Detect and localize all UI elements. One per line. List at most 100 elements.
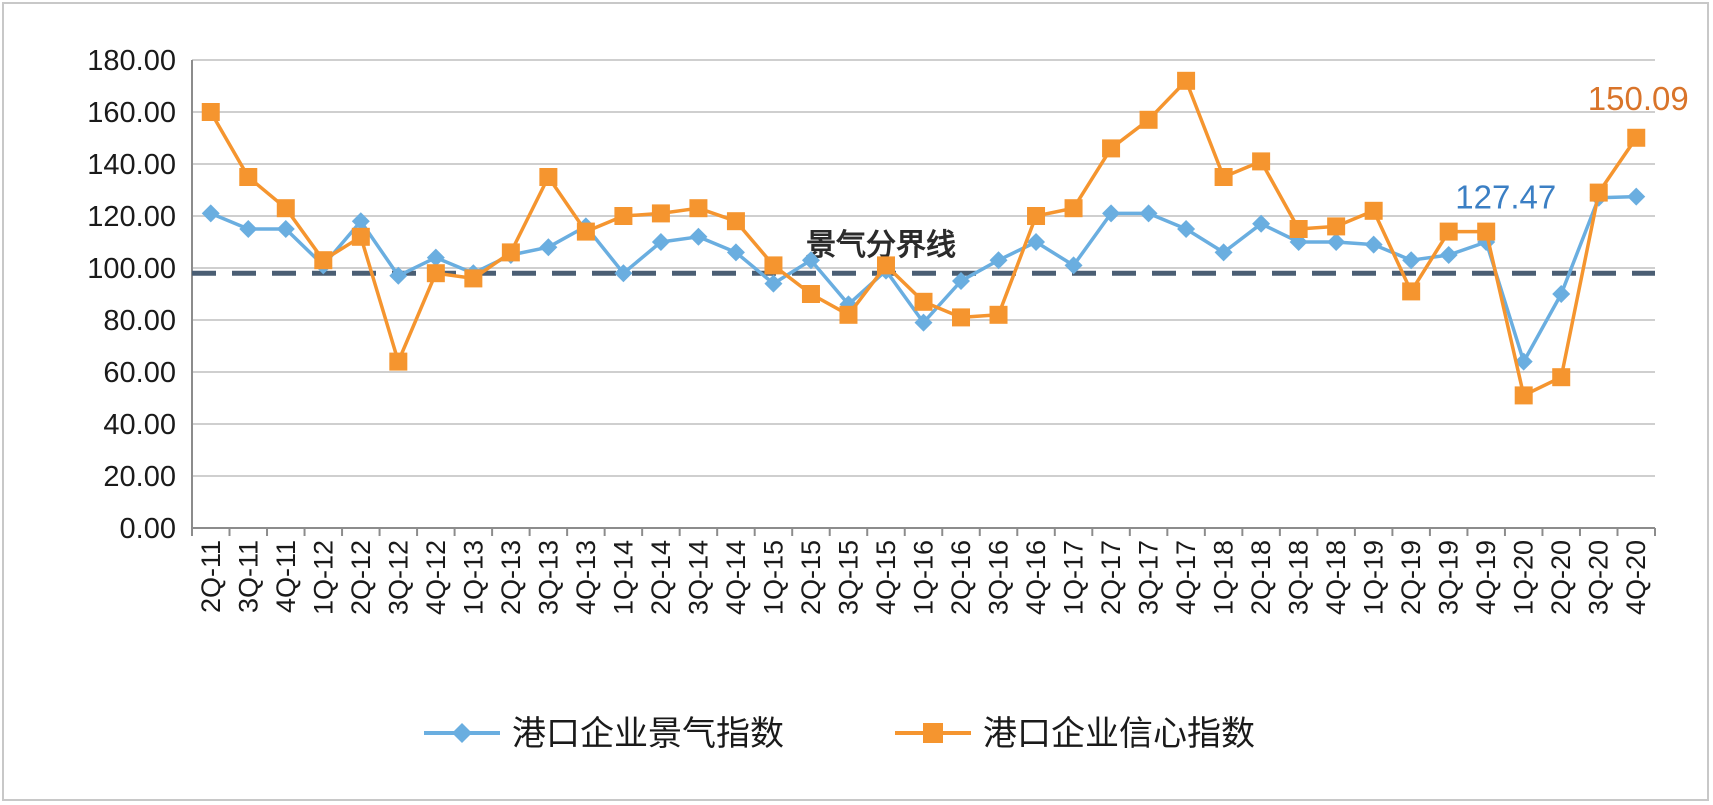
data-point-square — [726, 212, 745, 231]
data-point-diamond — [1214, 243, 1233, 262]
y-tick-label: 160.00 — [87, 97, 176, 129]
data-point-square — [1139, 110, 1158, 129]
data-point-square — [1477, 222, 1496, 241]
data-point-diamond — [1177, 220, 1196, 238]
data-point-diamond — [276, 220, 295, 238]
data-point-square — [1364, 201, 1383, 220]
data-point-diamond — [201, 204, 220, 223]
x-tick-label: 1Q-14 — [608, 540, 638, 615]
data-point-square — [651, 204, 670, 223]
x-tick-label: 2Q-14 — [646, 540, 676, 615]
x-tick-label: 2Q-19 — [1396, 540, 1426, 615]
x-tick-label: 1Q-17 — [1059, 540, 1089, 615]
data-point-diamond — [1402, 251, 1421, 270]
x-tick-label: 4Q-17 — [1171, 540, 1201, 615]
x-tick-label: 4Q-15 — [871, 540, 901, 615]
data-point-diamond — [1364, 235, 1383, 254]
x-tick-label: 4Q-16 — [1021, 540, 1051, 615]
data-label: 150.09 — [1588, 80, 1689, 117]
data-point-square — [1589, 183, 1608, 202]
data-point-square — [1177, 71, 1196, 90]
data-point-square — [426, 264, 445, 283]
data-point-square — [1214, 168, 1233, 186]
data-point-square — [801, 285, 820, 303]
legend-marker-square — [923, 723, 943, 743]
data-point-square — [1027, 207, 1046, 225]
x-tick-label: 4Q-14 — [721, 540, 751, 615]
data-point-square — [1102, 139, 1121, 158]
data-point-diamond — [1514, 352, 1533, 371]
legend-label: 港口企业信心指数 — [983, 714, 1255, 754]
x-tick-label: 3Q-14 — [683, 540, 713, 615]
x-tick-label: 4Q-12 — [421, 540, 451, 615]
data-point-diamond — [764, 274, 783, 293]
x-tick-label: 1Q-12 — [308, 540, 338, 615]
x-tick-label: 2Q-17 — [1096, 540, 1126, 615]
data-point-square — [1439, 222, 1458, 241]
x-tick-label: 3Q-15 — [833, 540, 863, 615]
x-tick-label: 3Q-17 — [1134, 540, 1164, 615]
data-point-diamond — [539, 238, 558, 257]
x-tick-label: 1Q-19 — [1359, 540, 1389, 615]
x-tick-label: 1Q-18 — [1209, 540, 1239, 615]
data-point-square — [914, 292, 933, 311]
x-tick-label: 4Q-19 — [1471, 540, 1501, 615]
y-tick-label: 140.00 — [87, 149, 176, 181]
data-point-square — [464, 269, 483, 288]
data-point-square — [839, 305, 858, 324]
x-tick-label: 3Q-18 — [1284, 540, 1314, 615]
data-point-diamond — [1627, 187, 1646, 206]
x-tick-label: 4Q-18 — [1321, 540, 1351, 615]
x-tick-label: 1Q-13 — [458, 540, 488, 615]
data-point-square — [1402, 282, 1421, 301]
x-tick-label: 2Q-16 — [946, 540, 976, 615]
y-tick-label: 80.00 — [103, 305, 176, 337]
data-point-diamond — [1064, 256, 1083, 275]
data-point-square — [389, 352, 408, 371]
data-point-diamond — [389, 266, 408, 285]
data-point-square — [1064, 199, 1083, 218]
x-tick-label: 4Q-13 — [571, 540, 601, 615]
x-tick-label: 3Q-11 — [233, 540, 263, 613]
x-tick-label: 3Q-13 — [533, 540, 563, 615]
x-tick-label: 4Q-20 — [1621, 540, 1651, 615]
data-point-square — [1514, 386, 1533, 405]
data-point-diamond — [1102, 204, 1121, 223]
x-tick-label: 2Q-13 — [496, 540, 526, 615]
y-tick-label: 180.00 — [87, 45, 176, 77]
data-label: 127.47 — [1455, 179, 1556, 216]
x-tick-label: 2Q-20 — [1546, 540, 1576, 615]
data-point-square — [989, 305, 1008, 324]
data-point-diamond — [1327, 233, 1346, 251]
x-tick-label: 2Q-18 — [1246, 540, 1276, 615]
data-point-square — [1252, 152, 1271, 171]
data-point-square — [1327, 217, 1346, 236]
series-line — [210, 194, 1637, 364]
data-point-square — [276, 199, 295, 218]
y-tick-label: 120.00 — [87, 201, 176, 233]
data-point-square — [576, 222, 595, 241]
data-point-diamond — [239, 220, 258, 238]
data-point-square — [1552, 368, 1571, 387]
x-tick-label: 2Q-15 — [796, 540, 826, 615]
data-point-diamond — [351, 212, 370, 231]
x-tick-label: 3Q-19 — [1434, 540, 1464, 615]
y-tick-label: 40.00 — [103, 409, 176, 441]
data-point-square — [1289, 220, 1308, 238]
data-point-diamond — [801, 251, 820, 270]
x-tick-label: 3Q-20 — [1584, 540, 1614, 615]
x-tick-label: 2Q-12 — [346, 540, 376, 615]
data-point-square — [876, 256, 895, 275]
data-point-square — [764, 256, 783, 275]
data-point-square — [351, 227, 370, 246]
data-point-diamond — [1552, 285, 1571, 303]
x-tick-label: 1Q-20 — [1509, 540, 1539, 615]
data-point-square — [1627, 128, 1646, 147]
data-point-diamond — [651, 233, 670, 251]
x-tick-label: 1Q-15 — [758, 540, 788, 615]
data-point-square — [239, 168, 258, 186]
x-tick-label: 3Q-12 — [383, 540, 413, 615]
x-tick-label: 3Q-16 — [984, 540, 1014, 615]
data-point-diamond — [1027, 233, 1046, 251]
